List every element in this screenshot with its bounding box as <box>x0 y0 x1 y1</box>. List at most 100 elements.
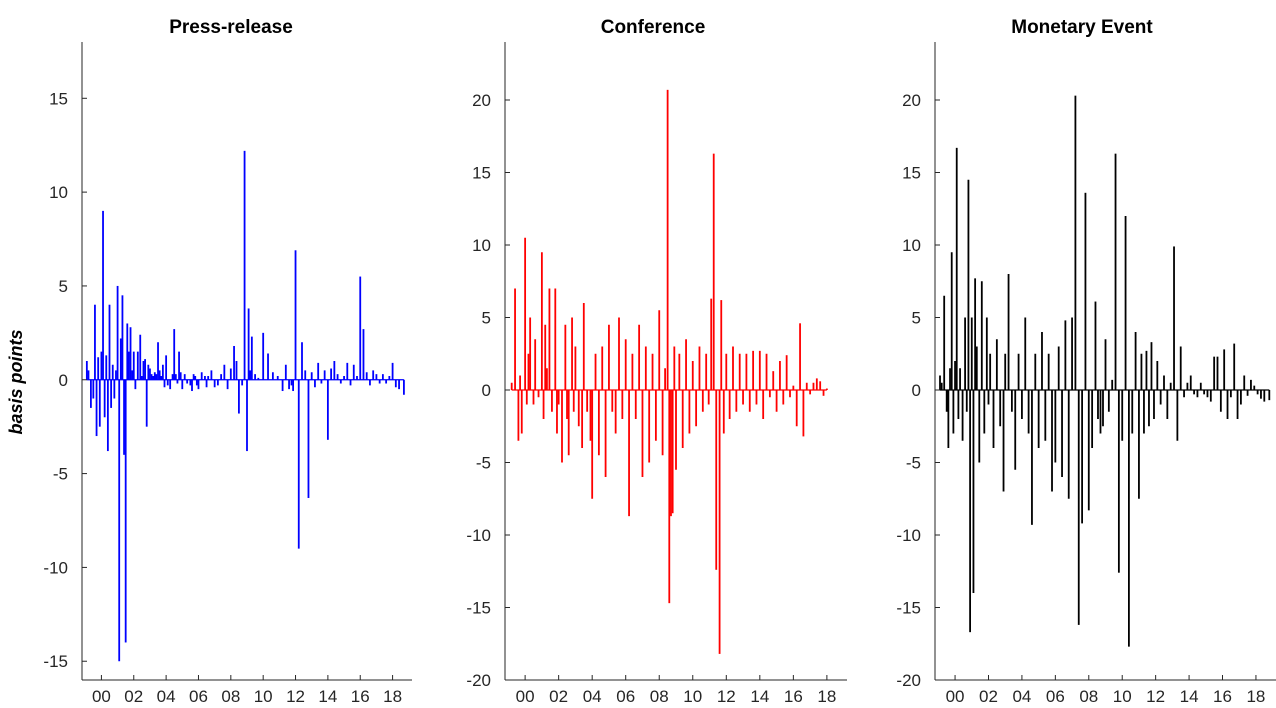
conference-bar <box>768 390 771 398</box>
press-release-bar <box>181 379 184 390</box>
monetary-event-bar <box>970 317 973 390</box>
press-release-bar <box>320 379 323 384</box>
conference-axes: -20 -15 -10 -5 0 5 10 15 20 00 02 04 06 08 10 12 14 16 18 <box>466 42 847 706</box>
press-release-bar <box>359 276 362 380</box>
monetary-event-bar <box>950 252 953 390</box>
monetary-event-bar <box>1004 353 1007 390</box>
monetary-event-y-tick-label: 15 <box>902 164 921 183</box>
panel-title-press-release: Press-release <box>169 17 293 38</box>
press-release-bar <box>139 334 142 380</box>
monetary-event-bar <box>1051 390 1053 492</box>
conference-bar <box>564 324 567 390</box>
conference-y-tick-label: 20 <box>472 91 491 110</box>
monetary-event-bar <box>1196 390 1199 398</box>
press-release-bar <box>197 379 200 390</box>
conference-bar <box>597 390 600 456</box>
conference-bar <box>772 371 775 390</box>
monetary-event-bar <box>1263 390 1266 402</box>
conference-bar <box>795 390 798 427</box>
monetary-event-x-tick-label: 14 <box>1180 687 1199 706</box>
press-release-x-tick-label: 12 <box>286 687 305 706</box>
monetary-event-bar <box>1223 349 1226 390</box>
monetary-event-bar <box>1061 390 1063 477</box>
press-release-bar <box>247 308 250 380</box>
monetary-event-y-tick-label: 10 <box>902 236 921 255</box>
press-release-bar <box>249 370 252 380</box>
conference-bar <box>608 324 610 390</box>
monetary-event-y-tick-label: -20 <box>896 671 921 690</box>
conference-bar <box>748 390 751 412</box>
press-release-x-tick-label: 18 <box>383 687 402 706</box>
conference-bar <box>691 361 694 390</box>
monetary-event-bar <box>999 390 1002 427</box>
conference-bar <box>544 324 547 390</box>
press-release-bar <box>119 338 122 380</box>
monetary-event-bar <box>1153 390 1155 419</box>
conference-bar <box>634 390 637 419</box>
monetary-event-bar <box>1169 382 1172 390</box>
monetary-event-bar <box>985 317 988 390</box>
monetary-event-bar <box>1102 390 1104 427</box>
conference-bar <box>707 390 710 405</box>
press-release-x-tick-label: 06 <box>189 687 208 706</box>
press-release-x-tick-label: 00 <box>92 687 111 706</box>
monetary-event-bar <box>992 390 995 448</box>
monetary-event-bar <box>1199 382 1202 390</box>
press-release-bar <box>346 362 349 380</box>
press-release-bar <box>314 379 316 388</box>
monetary-event-bar <box>947 390 950 448</box>
monetary-event-bar <box>1226 390 1229 419</box>
monetary-event-bar <box>1107 390 1110 412</box>
monetary-event-bar <box>1047 353 1050 390</box>
conference-bar <box>614 390 617 434</box>
monetary-event-bar <box>1117 390 1120 573</box>
conference-bar <box>758 350 761 390</box>
conference-bar <box>681 390 684 448</box>
monetary-event-panel: Monetary Event -20 -15 -10 -5 0 5 10 15 20 00 02 04… <box>896 17 1276 706</box>
monetary-event-bar <box>1104 339 1107 390</box>
monetary-event-bar <box>1179 346 1182 390</box>
press-release-bar <box>144 359 146 380</box>
conference-bar <box>775 390 778 412</box>
press-release-bar <box>391 362 394 380</box>
conference-bar <box>571 317 573 390</box>
monetary-event-bar <box>1067 390 1070 499</box>
monetary-event-bar <box>1148 390 1150 427</box>
press-release-bar <box>362 329 365 380</box>
monetary-event-bar <box>954 361 956 390</box>
conference-bar <box>742 390 744 405</box>
monetary-event-bar <box>1173 246 1175 390</box>
conference-bar <box>825 388 828 390</box>
conference-bar <box>548 288 551 390</box>
press-release-bar <box>385 379 388 384</box>
press-release-bar <box>155 374 158 380</box>
monetary-event-bar <box>1176 390 1179 441</box>
press-release-bar <box>142 361 145 380</box>
monetary-event-x-tick-label: 16 <box>1213 687 1232 706</box>
monetary-event-bar <box>959 368 961 390</box>
conference-y-tick-label: 5 <box>482 309 491 328</box>
monetary-event-bar <box>975 346 978 390</box>
monetary-event-bar <box>965 390 968 412</box>
press-release-bar <box>229 368 232 380</box>
conference-y-tick-label: -15 <box>466 599 491 618</box>
press-release-bar <box>194 376 197 380</box>
conference-bar <box>735 390 738 412</box>
press-release-bar <box>195 379 198 386</box>
monetary-event-bar <box>980 281 983 390</box>
press-release-bar <box>301 342 303 380</box>
conference-bar <box>720 300 723 390</box>
monetary-event-bar <box>1057 346 1060 390</box>
conference-bar <box>782 390 785 405</box>
press-release-bar <box>323 370 326 380</box>
monetary-event-x-tick-label: 02 <box>979 687 998 706</box>
press-release-bar <box>365 372 368 380</box>
press-release-bar <box>129 327 132 380</box>
press-release-bar <box>124 379 127 643</box>
press-release-bar <box>333 361 336 380</box>
conference-bar <box>566 390 568 419</box>
press-release-bar <box>226 379 229 390</box>
monetary-event-bar <box>1163 375 1165 390</box>
monetary-event-bar <box>1150 342 1153 390</box>
